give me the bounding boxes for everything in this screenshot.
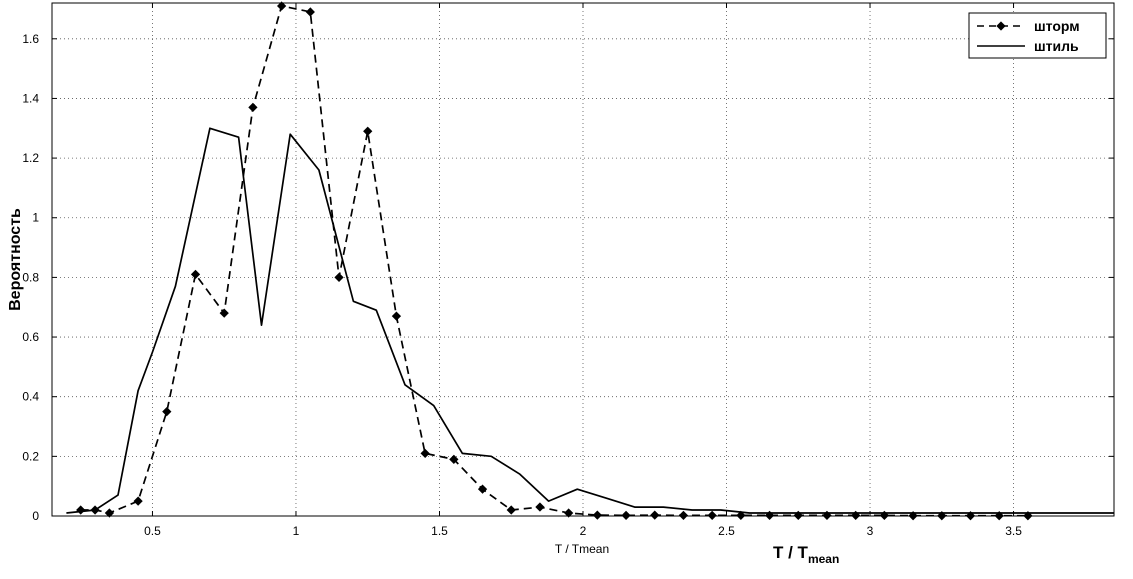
data-point-storm	[506, 505, 516, 515]
data-point-storm	[707, 510, 717, 521]
data-point-storm	[305, 7, 315, 17]
data-point-storm	[363, 126, 373, 136]
legend-marker-storm	[996, 21, 1006, 31]
data-point-storm	[76, 505, 86, 515]
y-tick-label: 0	[32, 509, 39, 523]
data-point-storm	[190, 269, 201, 280]
data-point-storm	[736, 510, 746, 521]
legend-box	[968, 12, 1107, 59]
grid	[52, 3, 1114, 516]
data-point-storm	[449, 454, 459, 464]
x-tick-label: 1	[293, 524, 300, 538]
x-tick-label: 3	[867, 524, 874, 538]
y-tick-label: 0.4	[22, 390, 39, 404]
data-point-storm	[133, 496, 143, 506]
series-layer	[66, 1, 1114, 521]
y-tick-label: 0.6	[22, 330, 39, 344]
y-tick-label: 1	[32, 211, 39, 225]
axes: 0.5 1 1.5 2 2.5 3 3.5 0 0.2 0.4 0.6 0.8 1 1.2 1.4 1.6	[22, 2, 1115, 538]
y-tick-label: 1.6	[22, 32, 39, 46]
data-point-storm	[535, 502, 545, 512]
data-point-storm	[162, 406, 172, 417]
x-axis-label-large: T / Tmean	[773, 543, 839, 566]
series-line-calm	[66, 127, 1114, 514]
x-tick-label: 3.5	[1005, 524, 1022, 538]
data-point-storm	[420, 448, 430, 458]
x-axis-label-large-main: T / T	[773, 543, 809, 562]
data-point-storm	[334, 272, 344, 283]
axes-frame	[51, 2, 1115, 517]
data-point-storm	[276, 1, 287, 11]
x-axis-label: T / Tmean	[555, 542, 609, 556]
data-point-storm	[678, 510, 689, 521]
x-tick-label: 0.5	[144, 524, 161, 538]
legend-label-calm: штиль	[1034, 38, 1079, 54]
data-point-storm	[219, 308, 229, 318]
data-point-storm	[564, 508, 574, 518]
y-axis-label: Вероятность	[7, 208, 24, 311]
x-tick-label: 1.5	[431, 524, 448, 538]
data-point-storm	[391, 311, 402, 321]
x-tick-label: 2.5	[718, 524, 735, 538]
data-point-storm	[822, 510, 832, 521]
legend-label-storm: шторм	[1034, 18, 1080, 34]
legend: шторм штиль	[968, 12, 1107, 59]
data-point-storm	[621, 510, 631, 521]
y-tick-label: 1.2	[22, 151, 39, 165]
data-point-storm	[592, 510, 602, 520]
x-tick-label: 2	[580, 524, 587, 538]
data-point-storm	[650, 510, 660, 520]
x-axis-label-large-subscript: mean	[808, 552, 839, 566]
data-point-storm	[248, 102, 258, 113]
legend-diamond-marker	[996, 21, 1006, 31]
y-tick-label: 1.4	[22, 91, 39, 105]
data-point-storm	[477, 484, 488, 494]
y-tick-label: 0.8	[22, 270, 39, 284]
data-point-storm	[104, 508, 115, 518]
y-tick-label: 0.2	[22, 449, 39, 463]
